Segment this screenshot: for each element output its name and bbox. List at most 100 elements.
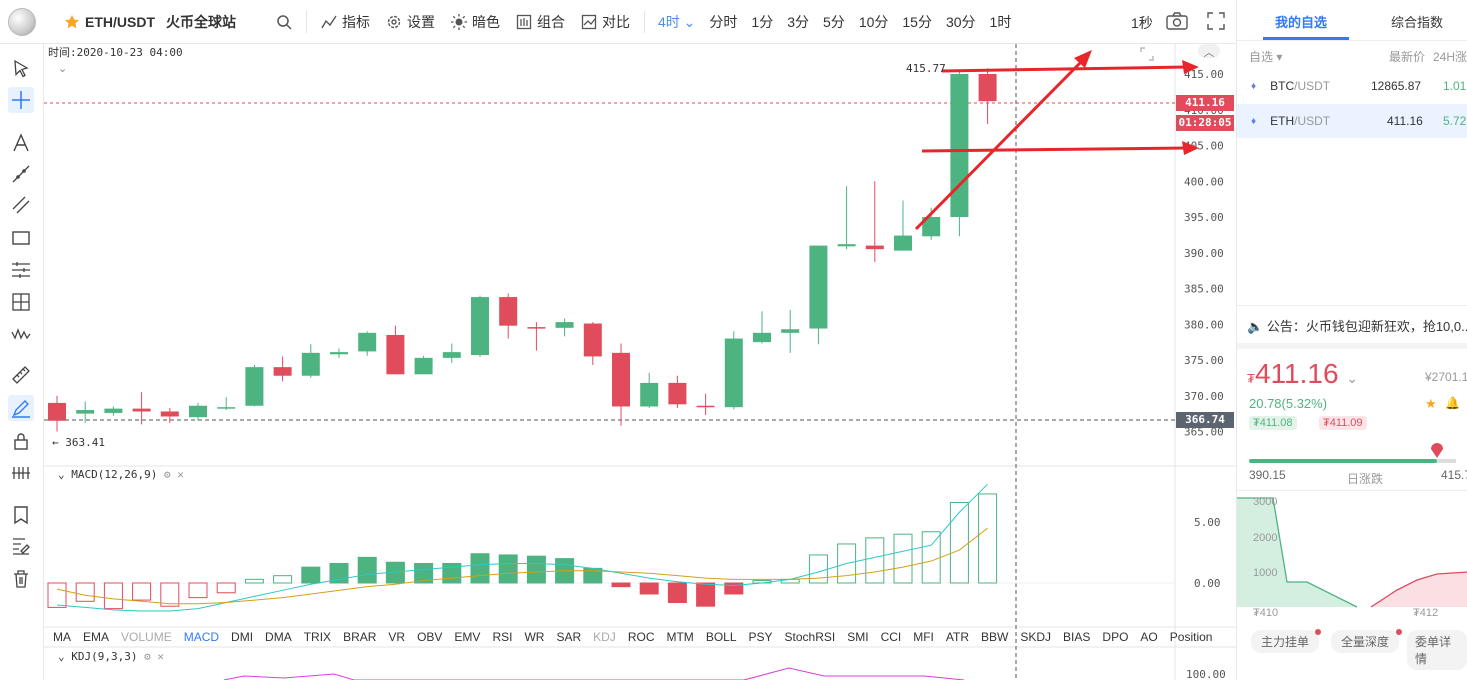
indicator-tab-ao[interactable]: AO bbox=[1140, 630, 1158, 644]
indicator-tab-bias[interactable]: BIAS bbox=[1063, 630, 1091, 644]
annotation-arrow bbox=[941, 65, 1187, 73]
interval-5m[interactable]: 5分 bbox=[823, 13, 845, 30]
indicator-tab-dmi[interactable]: DMI bbox=[231, 630, 254, 644]
candle-body bbox=[217, 407, 236, 409]
col-24h-change: 24H涨 bbox=[1433, 50, 1467, 64]
indicator-tab-emv[interactable]: EMV bbox=[454, 630, 481, 644]
right-panel: 我的自选 综合指数 自选 ▾ 最新价 24H涨 ♦ BTC/USDT 12865… bbox=[1236, 0, 1467, 680]
brush-icon bbox=[12, 400, 30, 418]
indicator-button[interactable]: 指标 bbox=[313, 12, 378, 32]
ruler-tool[interactable] bbox=[8, 362, 34, 388]
compare-button[interactable]: 对比 bbox=[573, 12, 638, 32]
screenshot-button[interactable] bbox=[1166, 12, 1188, 33]
range-marker-icon bbox=[1431, 443, 1443, 458]
macd-bar bbox=[132, 582, 152, 601]
depth-x-tick: ₮412 bbox=[1413, 607, 1439, 619]
indicator-tab-cci[interactable]: CCI bbox=[880, 630, 902, 644]
low-label: ← 363.41 bbox=[52, 436, 105, 449]
interval-1m[interactable]: 1分 bbox=[751, 13, 774, 30]
collapse-chevron-icon[interactable]: ⌄ bbox=[58, 63, 68, 75]
indicator-tab-smi[interactable]: SMI bbox=[847, 630, 869, 644]
channel-tool[interactable] bbox=[8, 192, 34, 218]
tab-full-depth[interactable]: 全量深度 bbox=[1331, 630, 1400, 653]
gann-tool[interactable] bbox=[8, 289, 34, 315]
indicator-tab-dma[interactable]: DMA bbox=[265, 630, 292, 644]
tab-order-details[interactable]: 委单详情 bbox=[1407, 630, 1467, 670]
depth-chart[interactable] bbox=[1237, 492, 1467, 614]
macd-tick: 0.00 bbox=[1194, 577, 1221, 590]
watchlist-filter[interactable]: 自选 ▾ bbox=[1249, 50, 1283, 64]
indicator-tab-atr[interactable]: ATR bbox=[945, 630, 970, 644]
trendline-tool[interactable] bbox=[8, 161, 34, 187]
tab-index[interactable]: 综合指数 bbox=[1391, 15, 1444, 30]
indicator-tab-vr[interactable]: VR bbox=[388, 630, 406, 644]
indicator-tab-dpo[interactable]: DPO bbox=[1102, 630, 1129, 644]
tab-watchlist[interactable]: 我的自选 bbox=[1275, 15, 1328, 30]
magnet-tool[interactable] bbox=[8, 460, 34, 486]
wave-tool[interactable] bbox=[8, 321, 34, 347]
candlestick-chart[interactable]: 415.00410.00405.00400.00395.00390.00385.… bbox=[44, 44, 1236, 681]
lock-tool[interactable] bbox=[8, 428, 34, 454]
indicator-tab-stochrsi[interactable]: StochRSI bbox=[784, 630, 836, 644]
indicator-tab-kdj[interactable]: KDJ bbox=[593, 630, 616, 644]
interval-3m[interactable]: 3分 bbox=[787, 13, 810, 30]
interval-10m[interactable]: 10分 bbox=[858, 13, 889, 30]
indicator-tab-psy[interactable]: PSY bbox=[748, 630, 773, 644]
expand-chart-icon[interactable] bbox=[1140, 47, 1154, 66]
interval-15m[interactable]: 15分 bbox=[902, 13, 932, 30]
fullscreen-button[interactable] bbox=[1207, 12, 1225, 33]
search-button[interactable] bbox=[268, 14, 300, 30]
notice-bar[interactable]: 🔈 公告：火币钱包迎新狂欢，抢10,0... bbox=[1247, 319, 1467, 334]
channel-icon bbox=[12, 196, 30, 214]
indicator-tab-mfi[interactable]: MFI bbox=[913, 630, 934, 644]
candle-body bbox=[330, 352, 348, 355]
indicator-tab-brar[interactable]: BRAR bbox=[343, 630, 377, 644]
chart-area[interactable]: 415.00410.00405.00400.00395.00390.00385.… bbox=[44, 44, 1236, 681]
star-icon[interactable]: ★ bbox=[1425, 396, 1437, 411]
scroll-up-chevron-icon[interactable]: ︿ bbox=[1198, 44, 1220, 59]
indicator-tab-macd[interactable]: MACD bbox=[183, 630, 220, 644]
coin-row-btc[interactable]: ♦ BTC/USDT 12865.87 1.01 bbox=[1237, 69, 1467, 103]
bell-icon[interactable]: 🔔 bbox=[1445, 396, 1460, 410]
indicator-tabs: MA EMA VOLUME MACD DMI DMA TRIX BRAR VR OBV EMV RSI… bbox=[47, 630, 1218, 644]
indicator-tab-ma[interactable]: MA bbox=[53, 630, 71, 644]
indicator-tab-volume[interactable]: VOLUME bbox=[121, 630, 172, 644]
candle-body bbox=[809, 245, 828, 329]
refresh-rate[interactable]: 1秒 bbox=[1131, 15, 1153, 31]
indicator-tab-wr[interactable]: WR bbox=[524, 630, 545, 644]
fibonacci-tool[interactable] bbox=[8, 257, 34, 283]
layout-button[interactable]: 组合 bbox=[508, 12, 573, 32]
interval-timeline[interactable]: 分时 bbox=[709, 13, 738, 30]
indicator-tab-trix[interactable]: TRIX bbox=[303, 630, 332, 644]
indicator-tab-rsi[interactable]: RSI bbox=[492, 630, 513, 644]
interval-1h[interactable]: 1时 bbox=[989, 13, 1012, 30]
cursor-tool[interactable] bbox=[8, 56, 34, 82]
coin-row-eth[interactable]: ♦ ETH/USDT 411.16 5.72 bbox=[1237, 104, 1467, 138]
tab-main-orders[interactable]: 主力挂单 bbox=[1251, 630, 1320, 653]
interval-4h[interactable]: 4时 ⌄ bbox=[658, 13, 696, 30]
interval-30m[interactable]: 30分 bbox=[945, 13, 976, 30]
rectangle-tool[interactable] bbox=[8, 225, 34, 251]
ruler-icon bbox=[12, 366, 30, 384]
indicator-tab-boll[interactable]: BOLL bbox=[705, 630, 737, 644]
candle-body bbox=[696, 405, 715, 408]
dark-mode-button[interactable]: 暗色 bbox=[443, 12, 508, 32]
settings-button[interactable]: 设置 bbox=[378, 12, 443, 32]
indicator-tab-obv[interactable]: OBV bbox=[417, 630, 443, 644]
indicator-tab-mtm[interactable]: MTM bbox=[666, 630, 694, 644]
delete-drawings-tool[interactable] bbox=[8, 566, 34, 592]
range-high: 415.7 bbox=[1441, 468, 1467, 482]
favorite-star-button[interactable]: ETH/USDT 火币全球站 bbox=[56, 12, 244, 32]
indicator-tab-bbw[interactable]: BBW bbox=[981, 630, 1009, 644]
edit-drawings-tool[interactable] bbox=[8, 534, 34, 560]
indicator-tab-position[interactable]: Position bbox=[1169, 630, 1213, 644]
template-tool[interactable] bbox=[8, 502, 34, 528]
indicator-tab-roc[interactable]: ROC bbox=[627, 630, 655, 644]
indicator-tab-ema[interactable]: EMA bbox=[83, 630, 110, 644]
search-icon bbox=[277, 14, 292, 30]
crosshair-tool[interactable] bbox=[8, 87, 34, 113]
text-tool[interactable] bbox=[8, 130, 34, 156]
brush-tool[interactable] bbox=[8, 395, 34, 421]
indicator-tab-sar[interactable]: SAR bbox=[556, 630, 582, 644]
indicator-tab-skdj[interactable]: SKDJ bbox=[1020, 630, 1052, 644]
